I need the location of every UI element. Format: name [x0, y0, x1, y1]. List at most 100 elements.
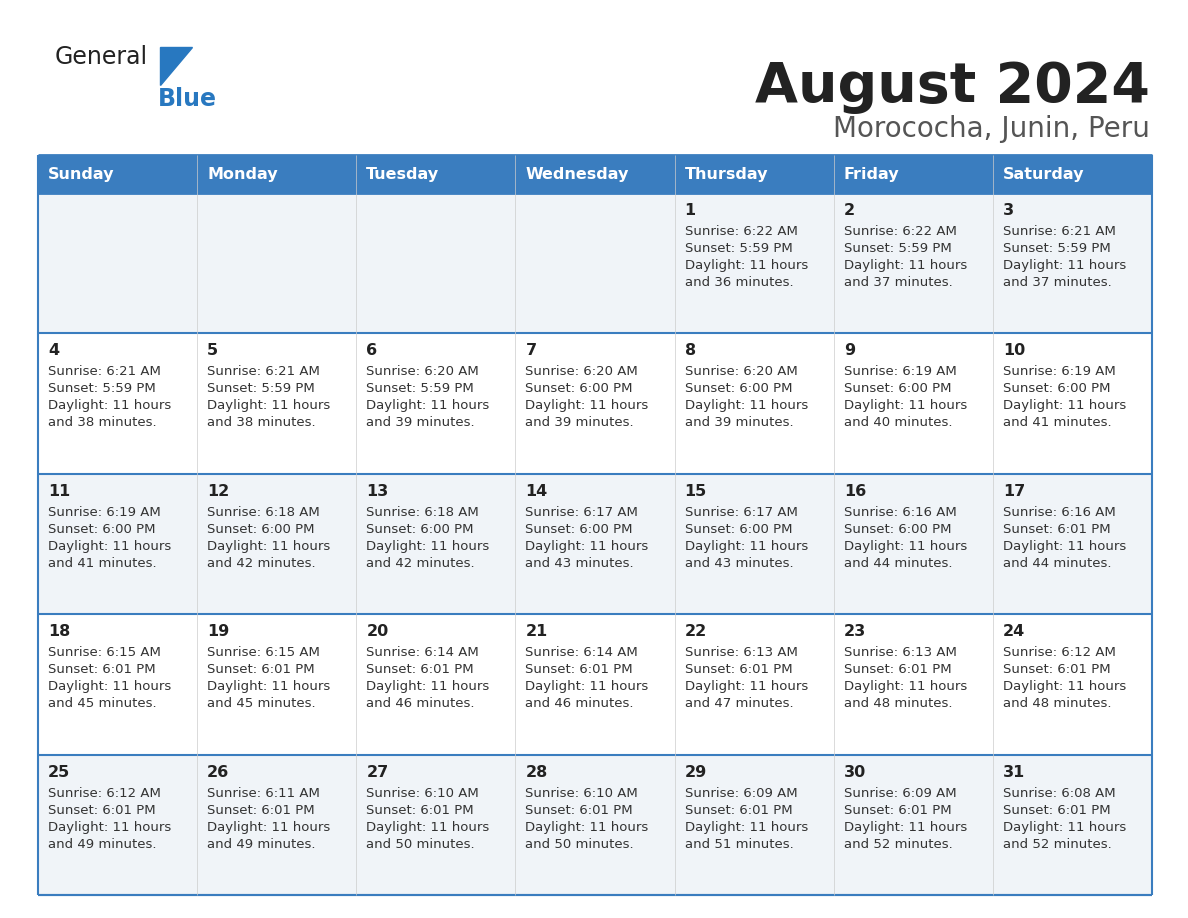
- Text: Daylight: 11 hours: Daylight: 11 hours: [843, 680, 967, 693]
- Bar: [38, 474, 197, 614]
- Text: Daylight: 11 hours: Daylight: 11 hours: [525, 540, 649, 553]
- Text: Sunrise: 6:16 AM: Sunrise: 6:16 AM: [1003, 506, 1116, 519]
- Text: 7: 7: [525, 343, 537, 358]
- Text: Sunrise: 6:21 AM: Sunrise: 6:21 AM: [48, 365, 160, 378]
- Text: Daylight: 11 hours: Daylight: 11 hours: [48, 399, 171, 412]
- Bar: [516, 614, 675, 755]
- Text: Sunset: 6:01 PM: Sunset: 6:01 PM: [207, 803, 315, 817]
- Text: Daylight: 11 hours: Daylight: 11 hours: [1003, 399, 1126, 412]
- Text: Daylight: 11 hours: Daylight: 11 hours: [1003, 540, 1126, 553]
- Text: and 43 minutes.: and 43 minutes.: [525, 557, 634, 570]
- Text: and 52 minutes.: and 52 minutes.: [1003, 837, 1112, 851]
- Text: Daylight: 11 hours: Daylight: 11 hours: [525, 680, 649, 693]
- Bar: [38, 333, 197, 474]
- Bar: [675, 614, 834, 755]
- Text: 30: 30: [843, 765, 866, 779]
- Text: Sunrise: 6:11 AM: Sunrise: 6:11 AM: [207, 787, 320, 800]
- Bar: [516, 474, 675, 614]
- Bar: [834, 474, 993, 614]
- Bar: [38, 155, 197, 193]
- Text: 2: 2: [843, 203, 855, 218]
- Bar: [356, 155, 516, 193]
- Text: and 45 minutes.: and 45 minutes.: [207, 697, 316, 711]
- Text: and 50 minutes.: and 50 minutes.: [525, 837, 634, 851]
- Bar: [834, 614, 993, 755]
- Text: Sunset: 6:01 PM: Sunset: 6:01 PM: [1003, 663, 1111, 677]
- Text: Sunrise: 6:17 AM: Sunrise: 6:17 AM: [684, 506, 797, 519]
- Bar: [675, 474, 834, 614]
- Text: Daylight: 11 hours: Daylight: 11 hours: [207, 540, 330, 553]
- Bar: [197, 614, 356, 755]
- Text: Thursday: Thursday: [684, 166, 769, 182]
- Text: Sunset: 6:00 PM: Sunset: 6:00 PM: [1003, 383, 1111, 396]
- Text: 28: 28: [525, 765, 548, 779]
- Text: Sunrise: 6:13 AM: Sunrise: 6:13 AM: [684, 646, 797, 659]
- Bar: [675, 755, 834, 895]
- Text: Daylight: 11 hours: Daylight: 11 hours: [48, 680, 171, 693]
- Bar: [834, 333, 993, 474]
- Text: Sunset: 6:00 PM: Sunset: 6:00 PM: [525, 383, 633, 396]
- Bar: [993, 474, 1152, 614]
- Text: 12: 12: [207, 484, 229, 498]
- Text: and 46 minutes.: and 46 minutes.: [525, 697, 634, 711]
- Text: Daylight: 11 hours: Daylight: 11 hours: [684, 540, 808, 553]
- Text: Sunrise: 6:18 AM: Sunrise: 6:18 AM: [207, 506, 320, 519]
- Text: 22: 22: [684, 624, 707, 639]
- Text: Saturday: Saturday: [1003, 166, 1085, 182]
- Text: Sunset: 6:00 PM: Sunset: 6:00 PM: [684, 383, 792, 396]
- Text: Sunrise: 6:13 AM: Sunrise: 6:13 AM: [843, 646, 956, 659]
- Text: 9: 9: [843, 343, 855, 358]
- Text: Sunset: 6:01 PM: Sunset: 6:01 PM: [684, 803, 792, 817]
- Text: Daylight: 11 hours: Daylight: 11 hours: [843, 821, 967, 834]
- Text: and 52 minutes.: and 52 minutes.: [843, 837, 953, 851]
- Text: Sunrise: 6:09 AM: Sunrise: 6:09 AM: [684, 787, 797, 800]
- Text: Sunrise: 6:19 AM: Sunrise: 6:19 AM: [48, 506, 160, 519]
- Text: 24: 24: [1003, 624, 1025, 639]
- Text: and 44 minutes.: and 44 minutes.: [1003, 557, 1111, 570]
- Text: Sunrise: 6:22 AM: Sunrise: 6:22 AM: [684, 225, 797, 238]
- Text: and 48 minutes.: and 48 minutes.: [843, 697, 953, 711]
- Text: Sunrise: 6:12 AM: Sunrise: 6:12 AM: [48, 787, 160, 800]
- Text: and 39 minutes.: and 39 minutes.: [525, 417, 634, 430]
- Text: 25: 25: [48, 765, 70, 779]
- Text: Sunset: 6:01 PM: Sunset: 6:01 PM: [525, 803, 633, 817]
- Text: 17: 17: [1003, 484, 1025, 498]
- Bar: [356, 755, 516, 895]
- Text: Daylight: 11 hours: Daylight: 11 hours: [684, 680, 808, 693]
- Text: Daylight: 11 hours: Daylight: 11 hours: [525, 399, 649, 412]
- Bar: [516, 155, 675, 193]
- Text: and 49 minutes.: and 49 minutes.: [48, 837, 157, 851]
- Bar: [993, 193, 1152, 333]
- Text: Sunrise: 6:14 AM: Sunrise: 6:14 AM: [525, 646, 638, 659]
- Bar: [38, 193, 197, 333]
- Text: and 37 minutes.: and 37 minutes.: [843, 276, 953, 289]
- Text: Sunset: 6:00 PM: Sunset: 6:00 PM: [207, 522, 315, 536]
- Text: Sunset: 6:00 PM: Sunset: 6:00 PM: [684, 522, 792, 536]
- Text: and 48 minutes.: and 48 minutes.: [1003, 697, 1111, 711]
- Bar: [356, 333, 516, 474]
- Bar: [993, 155, 1152, 193]
- Bar: [197, 755, 356, 895]
- Text: and 44 minutes.: and 44 minutes.: [843, 557, 953, 570]
- Text: and 39 minutes.: and 39 minutes.: [366, 417, 475, 430]
- Text: Sunset: 6:00 PM: Sunset: 6:00 PM: [525, 522, 633, 536]
- Text: and 41 minutes.: and 41 minutes.: [1003, 417, 1112, 430]
- Text: 13: 13: [366, 484, 388, 498]
- Text: 14: 14: [525, 484, 548, 498]
- Bar: [516, 333, 675, 474]
- Text: and 46 minutes.: and 46 minutes.: [366, 697, 475, 711]
- Text: Sunrise: 6:09 AM: Sunrise: 6:09 AM: [843, 787, 956, 800]
- Text: Sunrise: 6:20 AM: Sunrise: 6:20 AM: [684, 365, 797, 378]
- Text: Sunset: 6:01 PM: Sunset: 6:01 PM: [207, 663, 315, 677]
- Text: Daylight: 11 hours: Daylight: 11 hours: [684, 821, 808, 834]
- Text: Daylight: 11 hours: Daylight: 11 hours: [366, 821, 489, 834]
- Text: 31: 31: [1003, 765, 1025, 779]
- Text: and 42 minutes.: and 42 minutes.: [207, 557, 316, 570]
- Text: 15: 15: [684, 484, 707, 498]
- Text: Daylight: 11 hours: Daylight: 11 hours: [1003, 259, 1126, 272]
- Bar: [356, 614, 516, 755]
- Text: Daylight: 11 hours: Daylight: 11 hours: [684, 399, 808, 412]
- Text: General: General: [55, 45, 148, 69]
- Bar: [38, 755, 197, 895]
- Text: 20: 20: [366, 624, 388, 639]
